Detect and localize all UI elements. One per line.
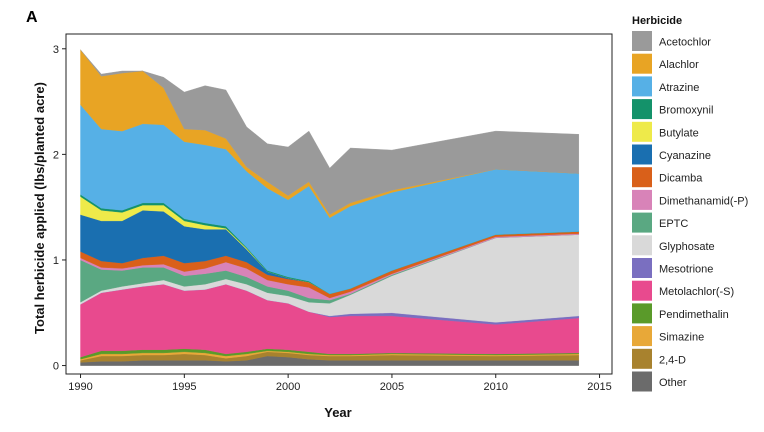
legend-swatch-atrazine <box>632 76 652 97</box>
legend-swatch-eptc <box>632 212 652 233</box>
x-tick-label-2010: 2010 <box>483 381 507 393</box>
legend-label-2-4-d: 2,4-D <box>659 354 686 366</box>
legend: Herbicide Acetochlor Alachlor Atrazine Brom… <box>632 15 748 392</box>
legend-swatch-butylate <box>632 121 652 142</box>
legend-item-simazine: Simazine <box>632 326 704 347</box>
legend-swatch-simazine <box>632 326 652 347</box>
legend-item-glyphosate: Glyphosate <box>632 235 715 256</box>
legend-item-mesotrione: Mesotrione <box>632 258 713 278</box>
legend-label-bromoxynil: Bromoxynil <box>659 105 713 117</box>
legend-swatch-cyanazine <box>632 144 652 165</box>
y-tick-label-0: 0 <box>53 361 59 373</box>
legend-label-glyphosate: Glyphosate <box>659 241 715 253</box>
legend-swatch-dicamba <box>632 167 652 188</box>
legend-item-cyanazine: Cyanazine <box>632 144 711 165</box>
legend-label-simazine: Simazine <box>659 332 704 344</box>
legend-swatch-alachlor <box>632 53 652 74</box>
x-tick-label-1995: 1995 <box>172 381 196 393</box>
legend-label-alachlor: Alachlor <box>659 59 699 71</box>
x-tick-label-2000: 2000 <box>276 381 300 393</box>
plot-area <box>65 33 613 375</box>
legend-swatch-dimethanamid-p <box>632 189 652 210</box>
x-tick-label-2015: 2015 <box>587 381 611 393</box>
legend-title: Herbicide <box>632 15 682 27</box>
legend-label-dimethanamid-p: Dimethanamid(-P) <box>659 195 748 207</box>
legend-label-butylate: Butylate <box>659 127 699 139</box>
legend-item-2-4-d: 2,4-D <box>632 348 686 369</box>
legend-item-metolachlor-s: Metolachlor(-S) <box>632 280 734 301</box>
legend-label-metolachlor-s: Metolachlor(-S) <box>659 286 734 298</box>
legend-item-other: Other <box>632 371 687 392</box>
legend-swatch-glyphosate <box>632 235 652 256</box>
legend-label-cyanazine: Cyanazine <box>659 150 711 162</box>
area-acetochlor <box>80 49 579 215</box>
legend-label-atrazine: Atrazine <box>659 82 699 94</box>
y-axis-title: Total herbicide applied (lbs/planted acr… <box>32 82 47 334</box>
panel-label: A <box>26 9 38 26</box>
legend-swatch-acetochlor <box>632 31 652 51</box>
legend-swatch-2-4-d <box>632 348 652 369</box>
legend-item-alachlor: Alachlor <box>632 53 699 74</box>
legend-swatch-other <box>632 371 652 392</box>
legend-item-dimethanamid-p: Dimethanamid(-P) <box>632 189 748 210</box>
legend-label-acetochlor: Acetochlor <box>659 37 711 49</box>
legend-swatch-pendimethalin <box>632 303 652 324</box>
legend-item-pendimethalin: Pendimethalin <box>632 303 729 324</box>
legend-item-dicamba: Dicamba <box>632 167 703 188</box>
legend-label-eptc: EPTC <box>659 218 688 230</box>
y-tick-label-2: 2 <box>53 149 59 161</box>
legend-swatch-mesotrione <box>632 258 652 278</box>
legend-item-atrazine: Atrazine <box>632 76 699 97</box>
x-tick-label-2005: 2005 <box>380 381 404 393</box>
legend-label-mesotrione: Mesotrione <box>659 264 713 276</box>
y-tick-label-3: 3 <box>53 44 59 56</box>
legend-item-butylate: Butylate <box>632 121 699 142</box>
y-tick-label-1: 1 <box>53 255 59 267</box>
legend-swatch-metolachlor-s <box>632 280 652 301</box>
legend-swatch-bromoxynil <box>632 99 652 120</box>
legend-label-dicamba: Dicamba <box>659 173 703 185</box>
legend-item-eptc: EPTC <box>632 212 688 233</box>
x-tick-label-1990: 1990 <box>68 381 92 393</box>
legend-item-bromoxynil: Bromoxynil <box>632 99 713 120</box>
plot-border <box>65 33 613 375</box>
legend-items: Acetochlor Alachlor Atrazine Bromoxynil Buty… <box>632 31 748 392</box>
x-axis-title: Year <box>324 405 351 420</box>
legend-item-acetochlor: Acetochlor <box>632 31 711 51</box>
y-axis: 0 1 2 3 <box>53 44 66 373</box>
x-axis: 1990 1995 2000 2005 2010 2015 <box>68 374 612 393</box>
legend-label-pendimethalin: Pendimethalin <box>659 309 729 321</box>
legend-label-other: Other <box>659 377 687 389</box>
